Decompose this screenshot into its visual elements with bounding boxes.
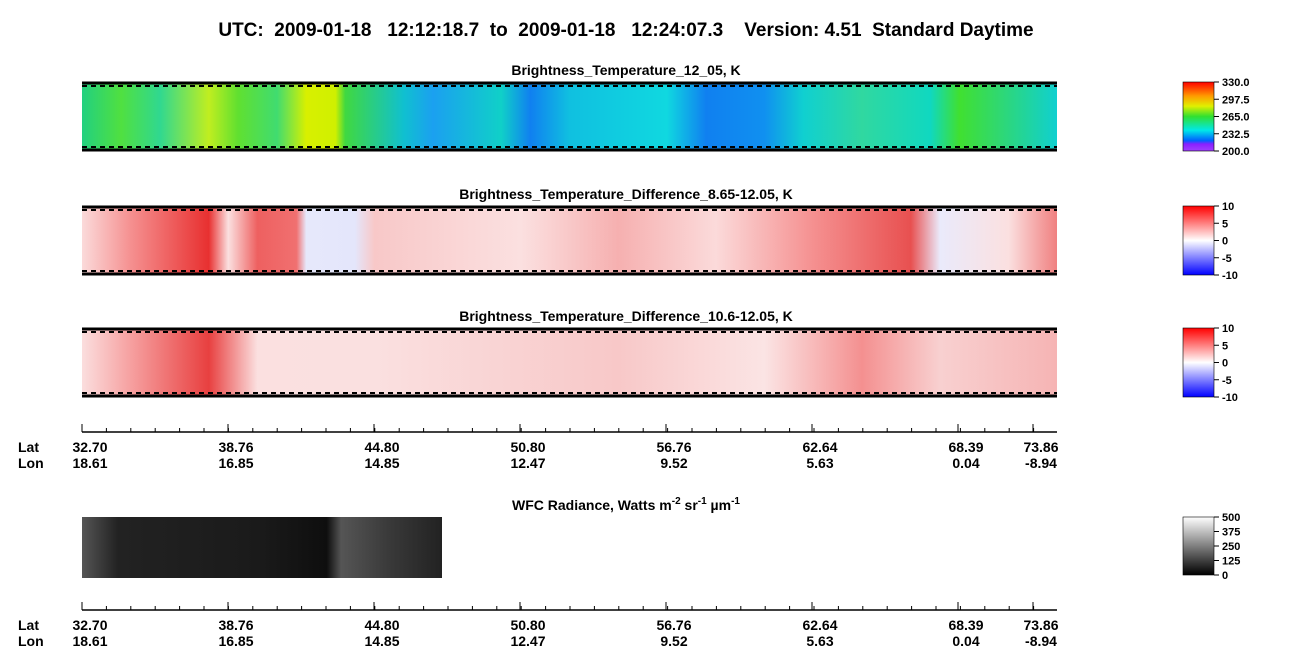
colorbar-label: 375 <box>1222 527 1240 539</box>
colorbar-label: 0 <box>1222 358 1228 370</box>
panel-title: Brightness_Temperature_12_05, K <box>511 62 740 78</box>
lat-label: 68.39 <box>948 439 983 455</box>
lat-label: 73.86 <box>1023 617 1058 633</box>
colorbar-label: 5 <box>1222 218 1228 230</box>
page-title: UTC: 2009-01-18 12:12:18.7 to 2009-01-18… <box>218 20 1033 41</box>
lat-label: 50.80 <box>510 439 545 455</box>
wfc-image <box>82 517 442 578</box>
colorbar-label: 5 <box>1222 340 1228 352</box>
colorbar-label: -10 <box>1222 392 1238 404</box>
colorbar-label: 232.5 <box>1222 129 1250 141</box>
colorbar-label: 0 <box>1222 570 1228 582</box>
lat-label: 62.64 <box>802 617 837 633</box>
colorbar-label: 200.0 <box>1222 146 1250 158</box>
colorbar <box>1182 205 1215 276</box>
lon-label: 9.52 <box>660 455 687 471</box>
axis-row-label: Lat <box>18 617 39 633</box>
lon-label: 5.63 <box>806 455 833 471</box>
colorbar-label: 500 <box>1222 512 1240 524</box>
lat-label: 56.76 <box>656 439 691 455</box>
panel-title: Brightness_Temperature_Difference_10.6-1… <box>459 308 793 324</box>
wfc-title-part: sr <box>681 497 699 513</box>
lat-label: 32.70 <box>72 439 107 455</box>
colorbar <box>1182 81 1215 152</box>
lat-label: 56.76 <box>656 617 691 633</box>
wfc-title-part: -1 <box>698 496 707 507</box>
lon-label: -8.94 <box>1025 455 1057 471</box>
lat-label: 68.39 <box>948 617 983 633</box>
image-panel <box>82 328 1057 397</box>
colorbar-label: -5 <box>1222 375 1232 387</box>
lon-label: -8.94 <box>1025 633 1057 649</box>
lon-label: 16.85 <box>218 633 253 649</box>
lon-label: 12.47 <box>510 455 545 471</box>
image-panel <box>82 206 1057 275</box>
lon-label: 18.61 <box>72 633 107 649</box>
lat-label: 32.70 <box>72 617 107 633</box>
lon-label: 14.85 <box>364 455 399 471</box>
lon-label: 12.47 <box>510 633 545 649</box>
colorbar-label: 265.0 <box>1222 112 1250 124</box>
lon-label: 18.61 <box>72 455 107 471</box>
lon-label: 9.52 <box>660 633 687 649</box>
axis-row-label: Lat <box>18 439 39 455</box>
lat-label: 73.86 <box>1023 439 1058 455</box>
colorbar-label: 10 <box>1222 323 1234 335</box>
image-panel <box>82 82 1057 151</box>
lon-label: 0.04 <box>952 455 979 471</box>
axis-row-label: Lon <box>18 633 44 649</box>
lat-label: 62.64 <box>802 439 837 455</box>
axis-row-label: Lon <box>18 455 44 471</box>
wfc-title-part: WFC Radiance, Watts m <box>512 497 672 513</box>
wfc-title: WFC Radiance, Watts m-2 sr-1 µm-1 <box>512 496 740 513</box>
wfc-title-part: -2 <box>672 496 681 507</box>
colorbar-label: -10 <box>1222 270 1238 282</box>
colorbar-label: 297.5 <box>1222 94 1250 106</box>
wfc-title-part: µm <box>707 497 731 513</box>
lat-label: 44.80 <box>364 439 399 455</box>
colorbar-label: 330.0 <box>1222 77 1250 89</box>
colorbar-label: 10 <box>1222 201 1234 213</box>
lat-label: 50.80 <box>510 617 545 633</box>
colorbar-label: 0 <box>1222 236 1228 248</box>
lat-label: 38.76 <box>218 439 253 455</box>
colorbar-label: 125 <box>1222 556 1240 568</box>
lat-label: 38.76 <box>218 617 253 633</box>
wfc-title-part: -1 <box>731 496 740 507</box>
colorbar-label: 250 <box>1222 541 1240 553</box>
lon-label: 5.63 <box>806 633 833 649</box>
colorbar <box>1182 516 1215 576</box>
colorbar-label: -5 <box>1222 253 1232 265</box>
colorbar <box>1182 327 1215 398</box>
lon-label: 14.85 <box>364 633 399 649</box>
lon-label: 16.85 <box>218 455 253 471</box>
panel-title: Brightness_Temperature_Difference_8.65-1… <box>459 186 793 202</box>
lat-label: 44.80 <box>364 617 399 633</box>
lon-label: 0.04 <box>952 633 979 649</box>
